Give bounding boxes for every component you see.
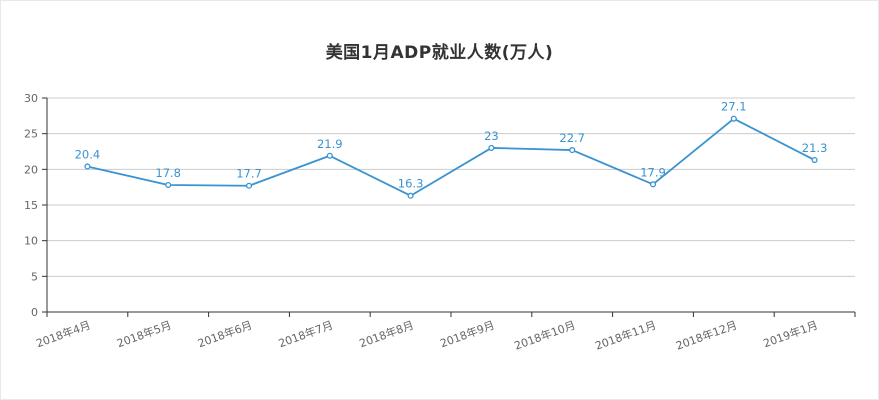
data-point[interactable] [84,163,91,170]
x-tick-label: 2018年5月 [115,318,173,351]
data-label: 20.4 [75,147,101,161]
data-label: 17.7 [236,167,262,181]
x-tick-label: 2018年9月 [438,318,496,351]
y-tick-label: 30 [24,92,38,105]
x-tick-label: 2019年1月 [761,318,819,351]
x-tick-label: 2018年10月 [512,318,577,353]
x-tick-label: 2018年11月 [593,318,658,353]
grid-lines [47,97,855,277]
series [84,115,818,199]
x-tick-label: 2018年7月 [276,318,334,351]
data-point[interactable] [245,182,253,189]
data-label: 21.3 [802,141,828,155]
data-label: 22.7 [559,131,585,145]
data-label: 21.9 [317,137,343,151]
y-tick-label: 0 [31,306,38,319]
y-tick-label: 5 [31,270,38,283]
data-label: 27.1 [721,100,747,114]
data-point[interactable] [165,181,172,189]
series-line [87,117,816,197]
chart-title: 美国1月ADP就业人数(万人) [325,43,554,63]
axes [42,97,856,317]
x-axis-ticks: 2018年4月 2018年5月 2018年6月 2018年7月 2018年8月 2018年… [34,318,820,353]
x-tick-label: 2018年12月 [674,318,739,353]
x-tick-label: 2018年8月 [357,318,415,351]
data-point[interactable] [730,115,737,122]
data-point[interactable] [407,192,414,199]
data-point[interactable] [649,181,657,188]
y-tick-label: 15 [24,199,38,212]
data-point[interactable] [326,152,333,159]
x-tick-label: 2018年4月 [34,318,92,351]
data-labels: 20.4 17.8 17.7 21.9 16.3 23 22.7 17.9 27.1 21.3 [75,100,828,191]
data-label: 16.3 [398,177,424,191]
data-point[interactable] [569,147,576,154]
data-label: 17.8 [155,166,181,180]
y-tick-label: 10 [24,235,38,248]
y-tick-label: 20 [24,163,38,176]
x-tick-label: 2018年6月 [196,318,254,351]
data-label: 17.9 [640,165,666,179]
y-axis-ticks: 0 5 10 15 20 25 30 [24,92,38,319]
data-label: 23 [484,129,499,143]
data-point[interactable] [811,157,818,164]
data-point[interactable] [488,144,495,151]
y-tick-label: 25 [24,128,38,141]
